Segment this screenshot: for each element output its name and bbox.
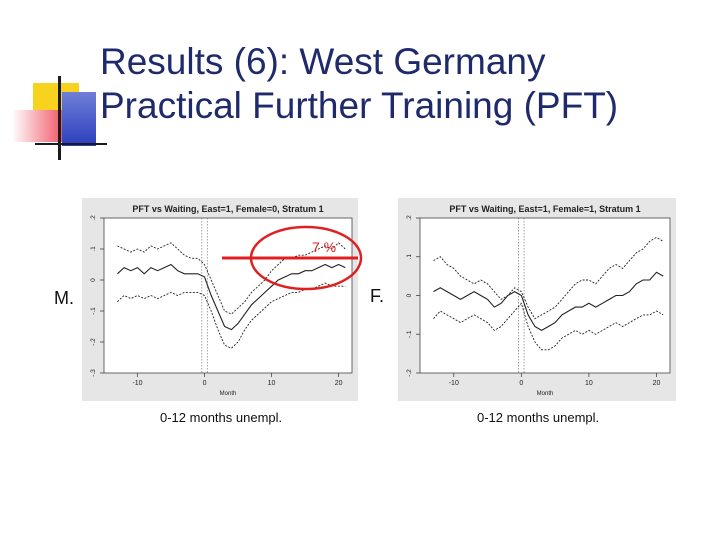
caption-left: 0-12 months unempl. — [160, 410, 283, 425]
series-line-1 — [117, 242, 346, 315]
y-tick-label: 0 — [90, 278, 97, 282]
chart-title: PFT vs Waiting, East=1, Female=0, Stratu… — [132, 204, 323, 214]
y-tick-label: -.1 — [406, 330, 413, 338]
label-male: M. — [54, 288, 74, 308]
deco-horizontal-line — [35, 143, 107, 145]
label-female: F. — [370, 286, 385, 306]
chart-title: PFT vs Waiting, East=1, Female=1, Stratu… — [449, 204, 640, 214]
plot-area — [419, 217, 671, 374]
x-tick-label: 20 — [653, 380, 661, 387]
x-axis-label: Month — [220, 391, 237, 397]
x-tick-label: 10 — [585, 380, 593, 387]
deco-blue-square — [62, 92, 96, 146]
x-tick-label: -10 — [449, 380, 459, 387]
series-line-2 — [117, 263, 346, 331]
chart-right: PFT vs Waiting, East=1, Female=1, Stratu… — [398, 198, 676, 401]
y-tick-label: 0 — [406, 293, 413, 297]
deco-vertical-line — [58, 76, 61, 160]
plot-area — [103, 217, 353, 374]
y-tick-label: -.3 — [90, 369, 97, 377]
annotation-ellipse — [249, 225, 363, 291]
x-tick-label: 0 — [203, 380, 207, 387]
y-tick-label: .2 — [406, 215, 413, 221]
caption-right: 0-12 months unempl. — [477, 410, 600, 425]
x-axis-label: Month — [537, 391, 554, 397]
slide-title-line1: Results (6): West Germany — [100, 41, 546, 82]
series-line-1 — [433, 236, 664, 320]
series-line-3 — [433, 302, 664, 351]
chart-left-svg: PFT vs Waiting, East=1, Female=0, Stratu… — [90, 204, 353, 397]
annotation-label: 7 % — [312, 239, 336, 255]
y-tick-label: .1 — [406, 254, 413, 260]
y-tick-label: .1 — [90, 246, 97, 252]
y-tick-label: -.1 — [90, 307, 97, 315]
y-tick-label: .2 — [90, 215, 97, 221]
series-line-2 — [433, 271, 664, 332]
x-tick-label: 20 — [335, 380, 343, 387]
y-tick-label: -.2 — [406, 369, 413, 377]
slide-title-line2: Practical Further Training (PFT) — [100, 85, 619, 126]
x-tick-label: 0 — [519, 380, 523, 387]
x-tick-label: -10 — [132, 380, 142, 387]
x-tick-label: 10 — [268, 380, 276, 387]
series-line-3 — [117, 282, 346, 349]
deco-red-square — [12, 110, 62, 142]
slide-title: Results (6): West Germany Practical Furt… — [100, 40, 700, 128]
chart-left: PFT vs Waiting, East=1, Female=0, Stratu… — [82, 198, 358, 401]
y-tick-label: -.2 — [90, 338, 97, 346]
chart-right-svg: PFT vs Waiting, East=1, Female=1, Stratu… — [406, 204, 671, 397]
